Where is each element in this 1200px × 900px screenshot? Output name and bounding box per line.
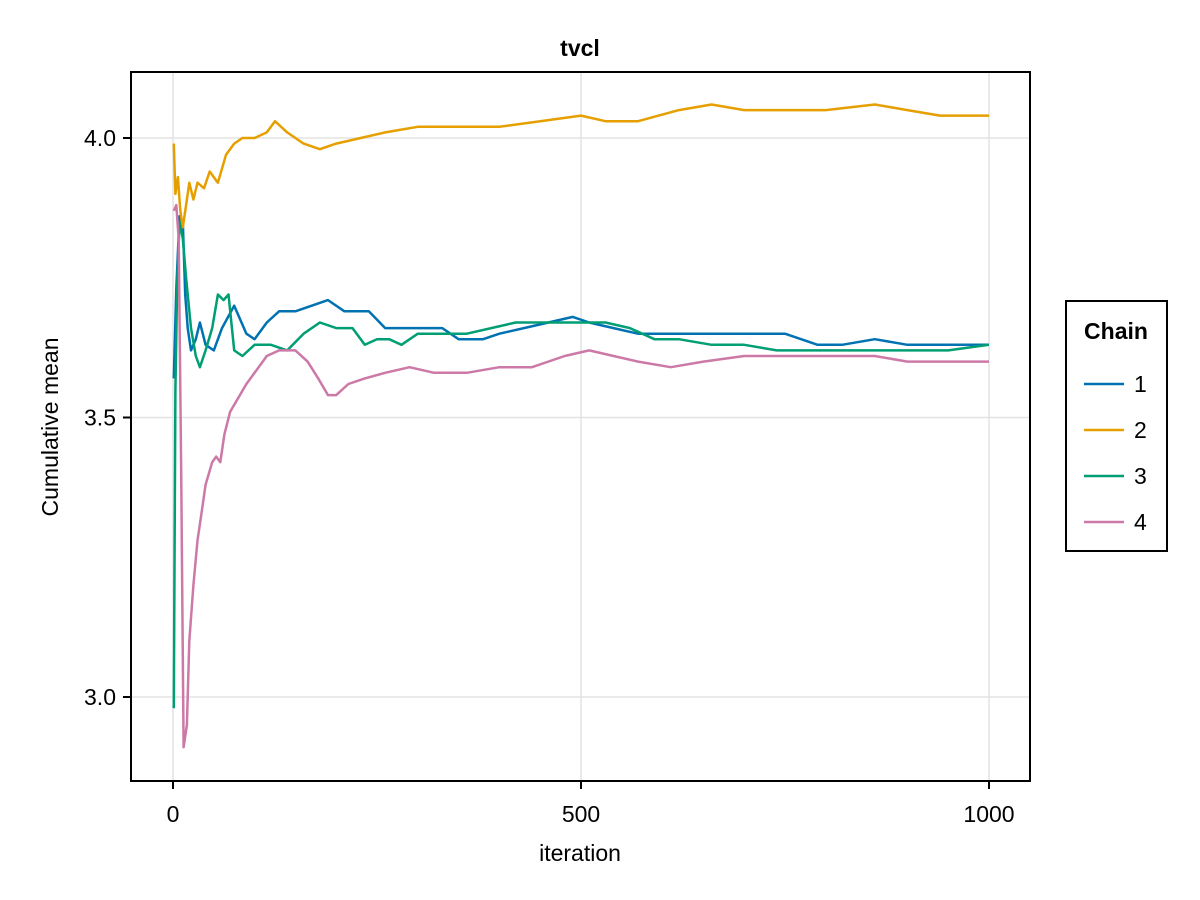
legend-label-chain-1: 1 — [1134, 371, 1147, 397]
series-lines — [172, 103, 990, 749]
legend-title: Chain — [1084, 318, 1148, 344]
axis-ticks: 0 500 1000 3.0 3.5 4.0 — [84, 125, 1015, 827]
y-tick-label: 4.0 — [84, 125, 116, 151]
legend-label-chain-4: 4 — [1134, 509, 1147, 535]
y-tick-label: 3.0 — [84, 684, 116, 710]
legend-label-chain-3: 3 — [1134, 463, 1147, 489]
x-tick-label: 0 — [167, 801, 180, 827]
x-axis-label: iteration — [539, 840, 621, 866]
legend-box — [1065, 300, 1168, 552]
x-tick-label: 500 — [562, 801, 600, 827]
legend-label-chain-2: 2 — [1134, 417, 1147, 443]
chart-title: tvcl — [560, 35, 600, 61]
y-axis-label: Cumulative mean — [37, 338, 63, 517]
legend: Chain 1 2 3 4 — [1065, 300, 1168, 552]
grid-lines — [132, 73, 1029, 780]
y-tick-label: 3.5 — [84, 405, 116, 431]
series-line-chain-1 — [172, 215, 989, 379]
x-tick-label: 1000 — [963, 801, 1014, 827]
series-line-chain-2 — [172, 103, 989, 229]
series-line-chain-3 — [172, 220, 990, 709]
series-line-chain-4 — [172, 203, 989, 749]
